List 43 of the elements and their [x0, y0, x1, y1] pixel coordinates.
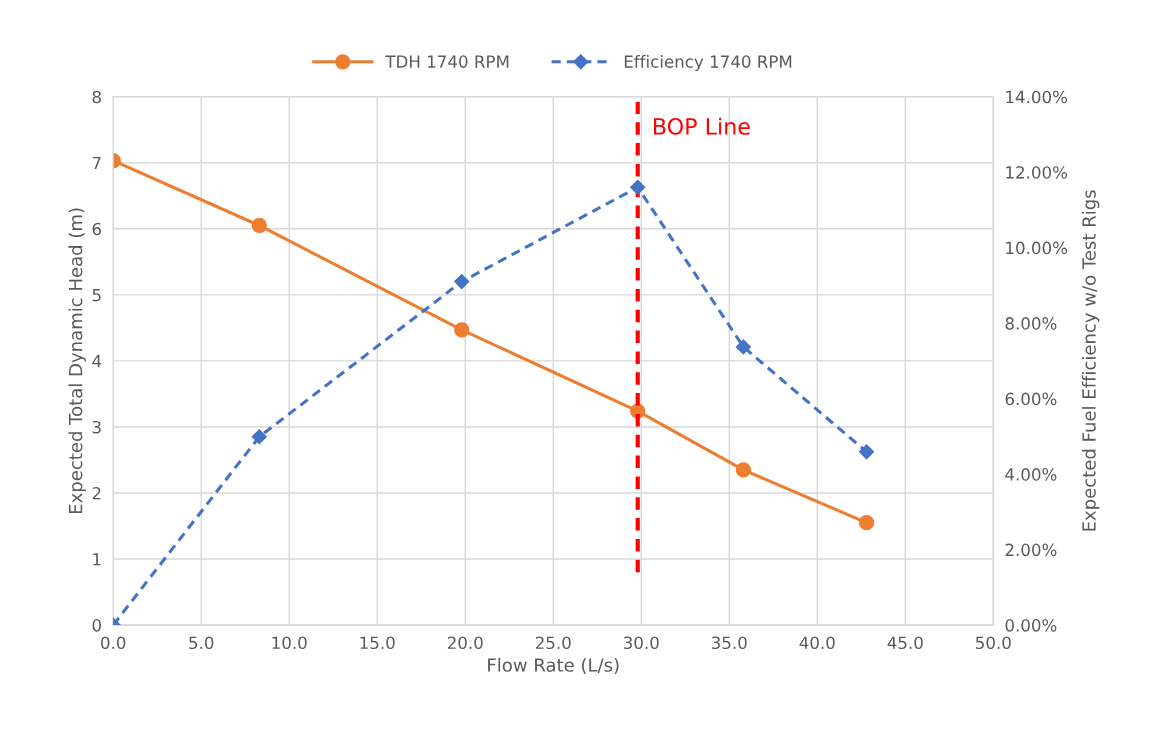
y-tick-label: 3 [92, 420, 101, 434]
y2-tick-label: 0.00% [1005, 619, 1057, 632]
y2-tick-label: 10.00% [1006, 241, 1068, 255]
y2-axis-title: Expected Fuel Efficiency w/o Test Rigs [1081, 190, 1100, 531]
legend-label: TDH 1740 RPM [385, 55, 509, 68]
y-tick-label: 0 [92, 619, 101, 632]
y-tick-label: 5 [92, 289, 101, 302]
y2-tick-label: 12.00% [1006, 166, 1068, 179]
point [630, 179, 646, 195]
point [454, 322, 470, 338]
y-tick-label: 6 [92, 222, 102, 236]
y2-tick-label: 14.00% [1006, 90, 1068, 104]
point [858, 444, 875, 460]
y2-tick-label: 8.00% [1005, 317, 1057, 330]
x-tick-label: 35.0 [711, 636, 747, 650]
point [735, 462, 751, 478]
y2-tick-label: 4.00% [1005, 468, 1057, 481]
x-tick-label: 5.0 [189, 636, 214, 650]
point [454, 274, 470, 290]
x-tick-label: 15.0 [360, 636, 395, 650]
ref-line-label: BOP Line [654, 117, 750, 135]
y-tick-label: 2 [92, 486, 101, 500]
y2-tick-label: 2.00% [1005, 543, 1057, 557]
y-tick-label: 4 [92, 355, 102, 368]
x-tick-label: 25.0 [535, 636, 571, 650]
x-tick-label: 50.0 [976, 636, 1011, 650]
x-axis-title: Flow Rate (L/s) [488, 657, 619, 674]
x-tick-label: 20.0 [447, 636, 483, 650]
y-tick-label: 7 [92, 156, 101, 170]
x-tick-label: 0.0 [101, 636, 126, 650]
point [251, 429, 267, 445]
x-tick-label: 10.0 [272, 636, 307, 650]
legend-label: Efficiency 1740 RPM [624, 54, 792, 72]
y-axis-title: Expected Total Dynamic Head (m) [68, 208, 86, 514]
point [735, 339, 751, 355]
point [251, 217, 267, 234]
y2-tick-label: 6.00% [1005, 392, 1057, 406]
x-tick-label: 30.0 [623, 636, 659, 650]
point [858, 515, 875, 531]
x-tick-label: 40.0 [799, 636, 835, 650]
y-tick-label: 1 [93, 553, 101, 566]
x-tick-label: 45.0 [887, 636, 923, 650]
y-tick-label: 8 [92, 90, 101, 104]
